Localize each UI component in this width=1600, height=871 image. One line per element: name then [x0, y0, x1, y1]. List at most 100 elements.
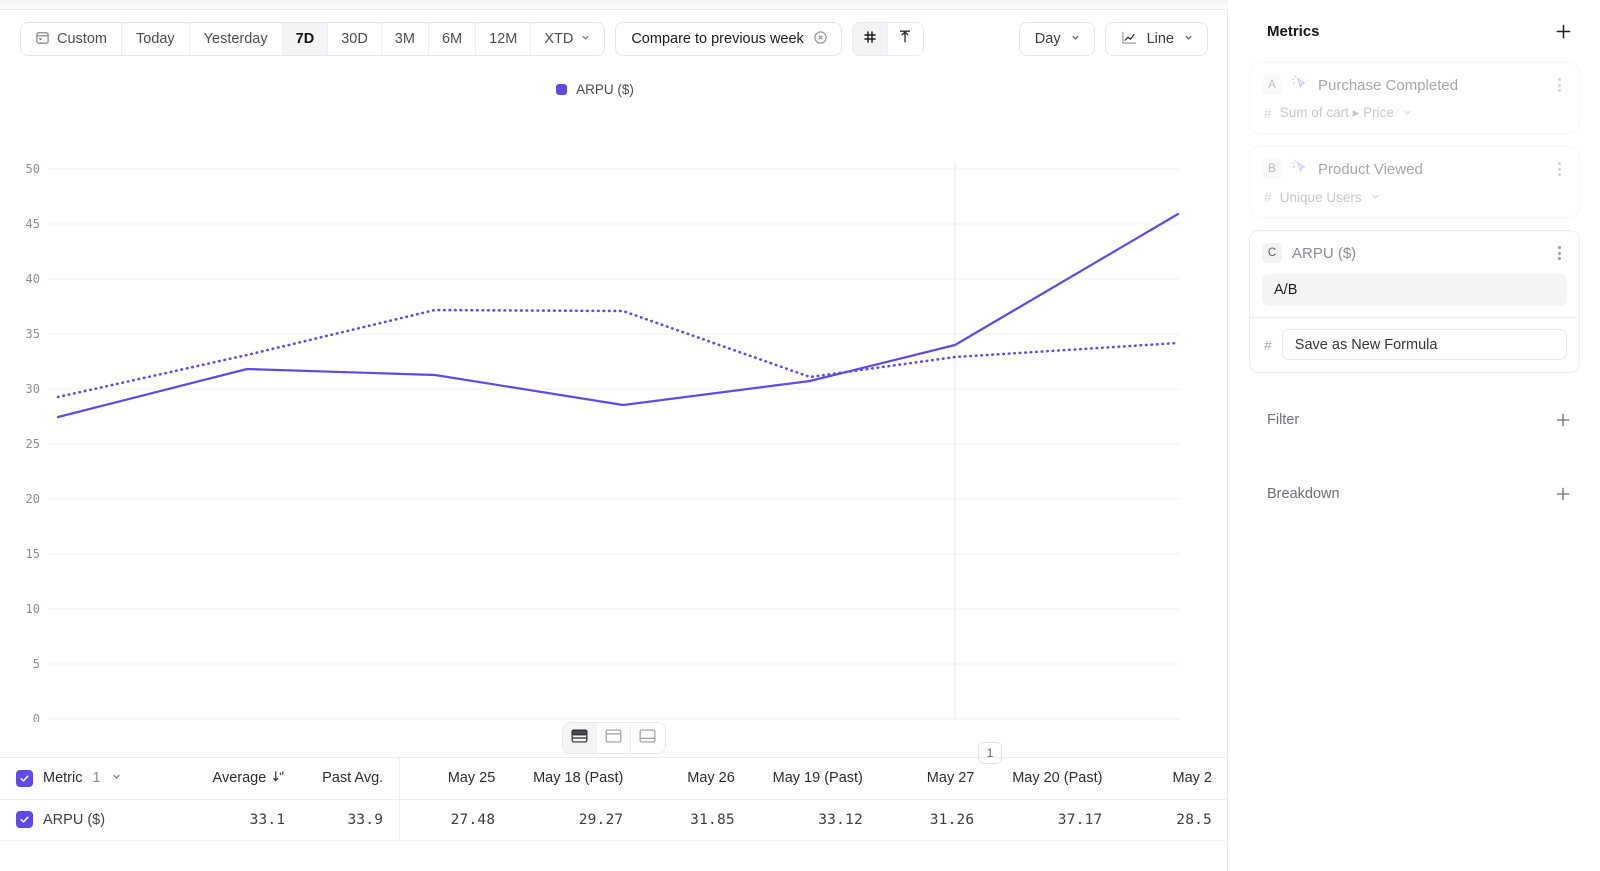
- event-cursor-icon: [1291, 159, 1308, 180]
- chart-type-dropdown[interactable]: Line: [1104, 22, 1208, 56]
- chart-display-toggle-group[interactable]: [851, 22, 924, 56]
- table-header-may-28-truncated-label: May 2: [1172, 770, 1213, 787]
- svg-text:0: 0: [33, 712, 40, 722]
- table-header-may-27-label: May 27: [926, 770, 975, 787]
- date-range-3m[interactable]: 3M: [381, 23, 429, 55]
- date-range-30d-label: 30D: [341, 31, 368, 47]
- save-as-new-formula-input[interactable]: Save as New Formula: [1281, 329, 1567, 360]
- save-formula-row: # Save as New Formula: [1262, 329, 1567, 360]
- table-header-may-27[interactable]: May 27: [878, 758, 991, 800]
- formula-value: A/B: [1274, 282, 1298, 298]
- date-range-7d-label: 7D: [295, 31, 315, 47]
- export-icon-button[interactable]: [887, 23, 923, 55]
- table-header-may-20-past[interactable]: May 20 (Past): [990, 758, 1119, 800]
- sort-desc-icon[interactable]: [272, 770, 285, 787]
- table-header-metric[interactable]: Metric 1: [0, 758, 197, 800]
- table-header-may-18-past[interactable]: May 18 (Past): [511, 758, 640, 800]
- chart-heavy-layout-button[interactable]: [596, 723, 631, 753]
- formula-input[interactable]: A/B: [1262, 274, 1567, 306]
- metric-options-button-b[interactable]: [1552, 158, 1567, 180]
- select-all-checkbox[interactable]: [16, 769, 33, 787]
- layout-toggle-group[interactable]: [561, 722, 666, 754]
- table-header-may-19-past[interactable]: May 19 (Past): [750, 758, 879, 800]
- line-chart-svg[interactable]: 50 45 40 35 30 25 20 15 10 5 0: [0, 102, 1228, 722]
- chevron-down-icon: [1070, 31, 1081, 47]
- table-cell-may-26: 31.85: [639, 799, 751, 841]
- granularity-dropdown[interactable]: Day: [1018, 22, 1095, 56]
- metric-name-a: Purchase Completed: [1318, 76, 1459, 94]
- svg-text:45: 45: [26, 217, 40, 231]
- date-range-12m[interactable]: 12M: [476, 23, 532, 55]
- metric-options-button-c[interactable]: [1552, 242, 1567, 264]
- calendar-icon: [35, 30, 50, 49]
- add-metric-button[interactable]: [1550, 18, 1576, 44]
- date-range-yesterday[interactable]: Yesterday: [189, 23, 283, 55]
- table-header-average-label: Average: [212, 770, 267, 787]
- table-cell-may-27: 31.26: [878, 799, 991, 841]
- date-range-segmented-control[interactable]: Custom Today Yesterday 7D 30D 3M: [20, 22, 606, 56]
- svg-text:20: 20: [26, 492, 40, 506]
- filter-section-header: Filter: [1249, 403, 1580, 437]
- date-range-7d[interactable]: 7D: [282, 23, 329, 55]
- table-cell-average: 33.1: [196, 799, 302, 841]
- header-edge: [0, 0, 1228, 10]
- chart-plot-area[interactable]: 50 45 40 35 30 25 20 15 10 5 0: [0, 102, 1228, 764]
- table-cell-may-28-truncated: 28.5: [1118, 799, 1228, 841]
- breakdown-section-header: Breakdown: [1249, 477, 1580, 511]
- legend-label-arpu[interactable]: ARPU ($): [576, 82, 634, 97]
- table-header-may-28-truncated[interactable]: May 2: [1118, 758, 1228, 800]
- split-even-layout-button[interactable]: [562, 723, 597, 753]
- metric-card-c[interactable]: C ARPU ($) A/B # Save as New Formula: [1249, 230, 1580, 373]
- table-cell-past-average: 33.9: [301, 799, 400, 841]
- row-checkbox[interactable]: [16, 811, 33, 828]
- metric-options-button-a[interactable]: [1552, 74, 1567, 96]
- table-heavy-layout-button[interactable]: [630, 723, 665, 753]
- hash-icon: #: [1264, 105, 1272, 121]
- card-divider: [1250, 317, 1579, 318]
- chart-series-previous-week: [56, 308, 1180, 399]
- add-filter-button[interactable]: [1550, 407, 1576, 433]
- chevron-down-icon[interactable]: [111, 770, 122, 786]
- date-range-6m[interactable]: 6M: [428, 23, 477, 55]
- table-header-average[interactable]: Average: [196, 758, 302, 800]
- chevron-down-icon[interactable]: [1370, 190, 1381, 205]
- chart-heavy-layout-icon: [605, 728, 622, 749]
- metric-letter-badge-b: B: [1262, 159, 1282, 179]
- grid-icon: [862, 29, 878, 50]
- split-even-layout-icon: [571, 728, 588, 749]
- metric-letter-badge-c: C: [1262, 243, 1282, 263]
- toolbar: Custom Today Yesterday 7D 30D 3M: [0, 10, 1228, 68]
- date-range-xtd[interactable]: XTD: [531, 23, 605, 55]
- table-header-may-25[interactable]: May 25: [399, 758, 512, 800]
- date-range-today[interactable]: Today: [121, 23, 190, 55]
- compare-to-previous-week-chip[interactable]: Compare to previous week: [615, 22, 842, 56]
- metric-letter-badge-a: A: [1262, 75, 1282, 95]
- table-row[interactable]: ARPU ($) 33.1 33.9 27.48 29.27 31.85 33.…: [0, 799, 1228, 841]
- chevron-down-icon: [580, 31, 591, 47]
- save-as-new-formula-label: Save as New Formula: [1294, 336, 1438, 353]
- metric-aggregation-label-a: Sum of cart ▸ Price: [1279, 105, 1394, 120]
- add-breakdown-button[interactable]: [1550, 481, 1576, 507]
- chart-type-label: Line: [1146, 31, 1174, 47]
- table-header-may-26[interactable]: May 26: [639, 758, 751, 800]
- date-range-today-label: Today: [135, 31, 175, 47]
- table-header-may-19-past-label: May 19 (Past): [772, 770, 863, 787]
- svg-text:25: 25: [26, 437, 40, 451]
- close-icon[interactable]: [813, 30, 828, 49]
- table-header-past-average-label: Past Avg.: [322, 770, 384, 787]
- metric-card-a[interactable]: A Purchase Completed # Sum of cart ▸ Pri…: [1249, 62, 1580, 134]
- metric-name-c: ARPU ($): [1292, 244, 1357, 262]
- chart-y-axis-labels: 50 45 40 35 30 25 20 15 10 5 0: [26, 162, 40, 722]
- date-range-30d[interactable]: 30D: [328, 23, 382, 55]
- chevron-down-icon[interactable]: [1402, 106, 1413, 121]
- metrics-data-table[interactable]: Metric 1 Average: [0, 757, 1228, 871]
- date-range-custom[interactable]: Custom: [21, 23, 122, 55]
- breakdown-label: Breakdown: [1267, 486, 1340, 502]
- table-header-past-average[interactable]: Past Avg.: [301, 758, 400, 800]
- grid-toggle-icon-button[interactable]: [852, 23, 888, 55]
- table-cell-metric-name: ARPU ($): [0, 799, 197, 841]
- metric-aggregation-b[interactable]: # Unique Users: [1262, 189, 1567, 205]
- metric-aggregation-a[interactable]: # Sum of cart ▸ Price: [1262, 105, 1567, 121]
- metric-card-b[interactable]: B Product Viewed # Unique Users: [1249, 146, 1580, 218]
